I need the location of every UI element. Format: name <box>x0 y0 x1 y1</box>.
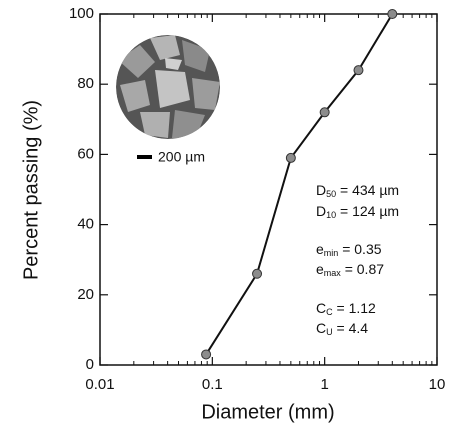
annotation-subscript: min <box>324 248 339 258</box>
annotation-subscript: C <box>326 307 333 317</box>
annotation-value: = 4.4 <box>333 320 369 336</box>
data-point <box>201 349 212 360</box>
y-tick-label: 60 <box>77 145 94 162</box>
data-line <box>205 13 394 356</box>
annotation: CU = 4.4 <box>316 320 368 338</box>
data-point <box>252 268 263 279</box>
x-tick-label: 0.01 <box>85 376 114 393</box>
annotation-value: = 1.12 <box>333 300 376 316</box>
annotation-symbol: e <box>316 261 324 277</box>
y-tick-label: 80 <box>77 75 94 92</box>
annotation-symbol: e <box>316 241 324 257</box>
micrograph <box>116 35 220 139</box>
annotation: emax = 0.87 <box>316 261 384 279</box>
annotation-subscript: 50 <box>326 189 336 199</box>
annotation: D50 = 434 µm <box>316 182 399 200</box>
x-tick-label: 0.1 <box>202 376 223 393</box>
data-point <box>285 152 296 163</box>
annotation-subscript: 10 <box>326 210 336 220</box>
y-tick-label: 20 <box>77 286 94 303</box>
annotation-value: = 434 µm <box>336 182 399 198</box>
annotation-value: = 0.87 <box>341 261 384 277</box>
data-point <box>387 9 398 19</box>
data-point <box>353 65 364 76</box>
annotation-subscript: U <box>326 327 333 337</box>
annotation: D10 = 124 µm <box>316 203 399 221</box>
data-point <box>319 107 330 118</box>
y-tick-label: 40 <box>77 216 94 233</box>
plot-frame <box>99 13 438 366</box>
annotation: CC = 1.12 <box>316 300 376 318</box>
annotation-symbol: D <box>316 182 326 198</box>
annotation-value: = 0.35 <box>338 241 381 257</box>
annotation-symbol: C <box>316 320 326 336</box>
scale-bar-label: 200 µm <box>158 149 205 165</box>
x-tick-label: 10 <box>429 376 446 393</box>
y-tick-label: 100 <box>69 5 94 22</box>
x-tick-label: 1 <box>320 376 328 393</box>
annotation-symbol: D <box>316 203 326 219</box>
annotation-value: = 124 µm <box>336 203 399 219</box>
x-axis-label: Diameter (mm) <box>201 401 334 423</box>
annotation: emin = 0.35 <box>316 241 382 259</box>
y-tick-label: 0 <box>86 356 94 373</box>
annotation-symbol: C <box>316 300 326 316</box>
y-axis-label: Percent passing (%) <box>20 100 42 280</box>
annotation-subscript: max <box>324 268 342 278</box>
